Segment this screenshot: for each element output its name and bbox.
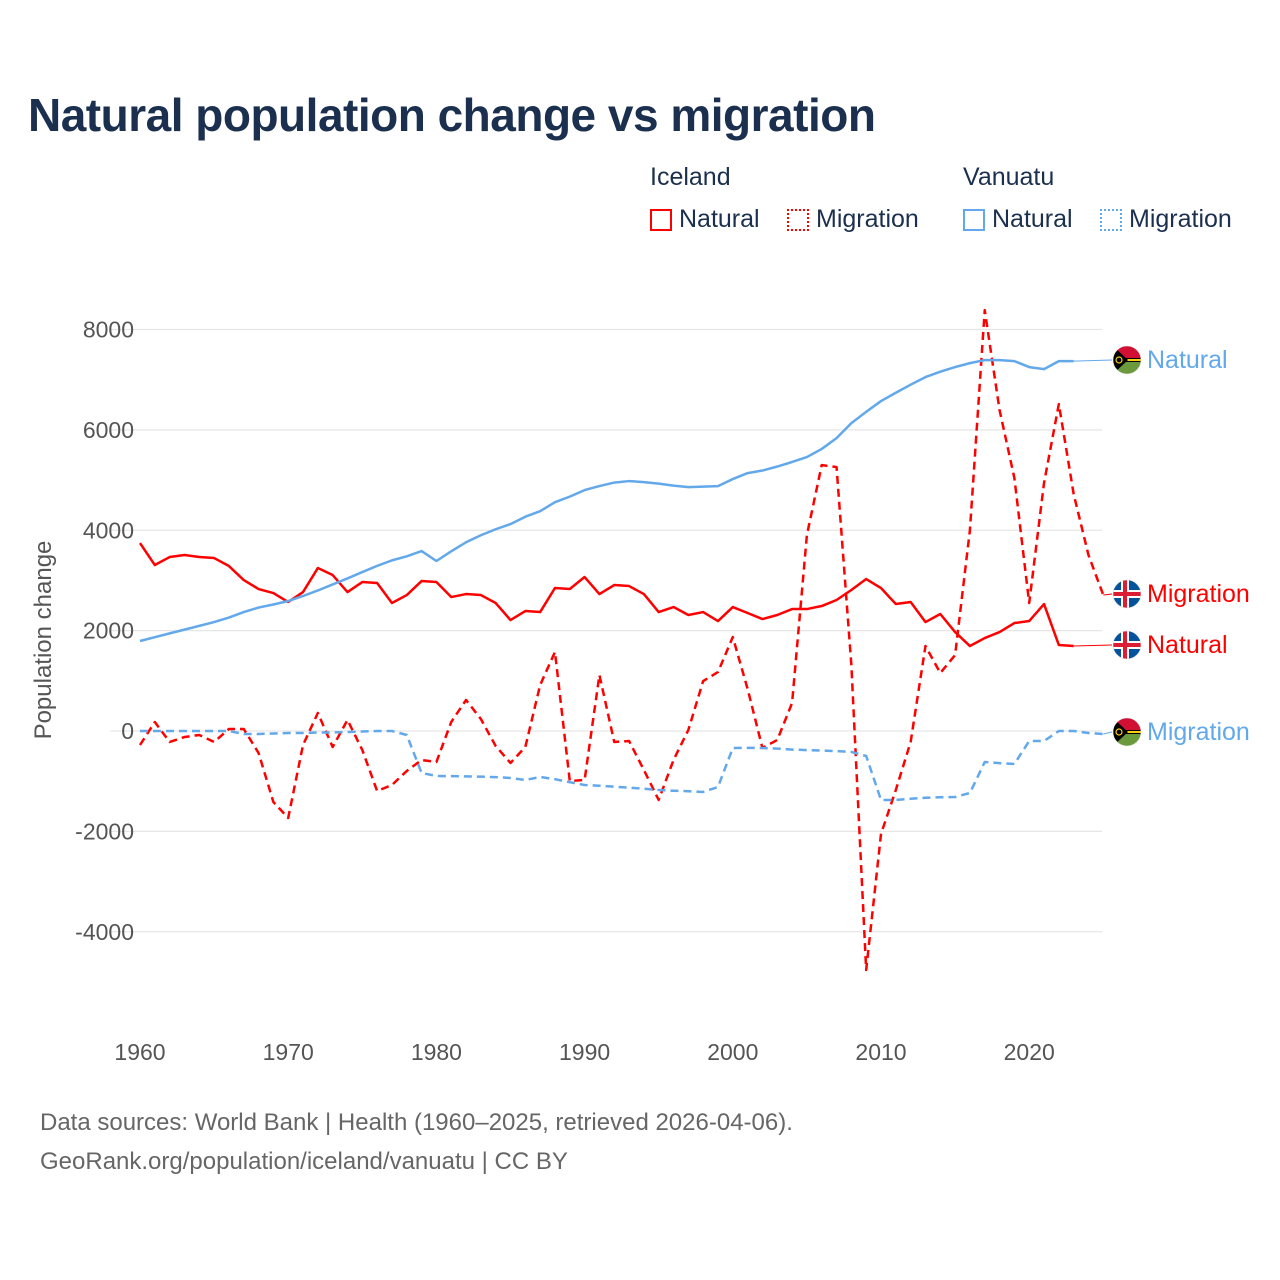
legend-label: Natural bbox=[679, 205, 760, 233]
end-connector bbox=[1103, 593, 1113, 596]
y-tick-label: 8000 bbox=[83, 317, 134, 343]
legend-group-iceland: Iceland bbox=[650, 163, 731, 191]
vanuatu-flag-icon bbox=[1112, 345, 1142, 375]
end-connector bbox=[1073, 644, 1113, 647]
vanuatu-flag-icon bbox=[1112, 717, 1142, 747]
end-connector bbox=[1103, 731, 1113, 735]
series-line-vanuatu-natural bbox=[139, 358, 1074, 643]
x-tick-label: 1980 bbox=[411, 1039, 462, 1065]
x-tick-label: 1960 bbox=[114, 1039, 165, 1065]
end-connector bbox=[1073, 359, 1113, 362]
flag-emblem bbox=[1115, 728, 1123, 736]
flag-outline bbox=[1112, 630, 1142, 660]
end-label: Natural bbox=[1147, 631, 1228, 659]
x-tick-label: 2010 bbox=[855, 1039, 906, 1065]
chart-title: Natural population change vs migration bbox=[28, 89, 876, 141]
legend-dotted-swatch-icon bbox=[787, 208, 809, 231]
y-tick-label: 2000 bbox=[83, 618, 134, 644]
flag-emblem bbox=[1115, 356, 1123, 364]
series-line-iceland-natural bbox=[138, 542, 1074, 648]
flag-cross bbox=[1123, 580, 1127, 608]
end-label: Migration bbox=[1147, 580, 1250, 608]
end-label: Migration bbox=[1147, 718, 1250, 746]
legend-label: Migration bbox=[816, 205, 919, 233]
y-tick-label: -2000 bbox=[75, 818, 134, 844]
series-line-vanuatu-migration bbox=[140, 729, 1104, 802]
iceland-flag-icon bbox=[1112, 579, 1142, 609]
y-tick-label: 6000 bbox=[83, 417, 134, 443]
footer-sources: Data sources: World Bank | Health (1960–… bbox=[40, 1109, 793, 1136]
legend-label: Natural bbox=[992, 205, 1073, 233]
x-tick-label: 1970 bbox=[263, 1039, 314, 1065]
legend-group-vanuatu: Vanuatu bbox=[963, 163, 1055, 191]
legend-label: Migration bbox=[1129, 205, 1232, 233]
legend-solid-swatch-icon bbox=[963, 208, 985, 231]
legend-solid-swatch-icon bbox=[650, 208, 672, 231]
y-tick-label: 0 bbox=[121, 718, 134, 744]
flag-body bbox=[1113, 718, 1141, 746]
legend-vanuatu-natural[interactable]: Natural bbox=[963, 205, 1073, 234]
y-tick-label: -4000 bbox=[75, 919, 134, 945]
flag-cross bbox=[1123, 631, 1127, 659]
x-tick-label: 2000 bbox=[707, 1039, 758, 1065]
x-tick-label: 1990 bbox=[559, 1039, 610, 1065]
legend-vanuatu-migration[interactable]: Migration bbox=[1100, 205, 1232, 234]
end-label: Natural bbox=[1147, 346, 1228, 374]
iceland-flag-icon bbox=[1112, 630, 1142, 660]
flag-body bbox=[1113, 346, 1141, 374]
flag-body bbox=[1113, 631, 1141, 659]
flag-triangle bbox=[1113, 346, 1128, 374]
flag-outline bbox=[1112, 345, 1142, 375]
series-line-iceland-migration bbox=[138, 308, 1105, 972]
legend-dotted-swatch-icon bbox=[1100, 208, 1122, 231]
x-tick-label: 2020 bbox=[1004, 1039, 1055, 1065]
y-axis-label: Population change bbox=[30, 541, 57, 740]
flag-triangle bbox=[1113, 718, 1128, 746]
legend-iceland-migration[interactable]: Migration bbox=[787, 205, 919, 234]
flag-body bbox=[1113, 580, 1141, 608]
flag-outline bbox=[1112, 579, 1142, 609]
footer-link[interactable]: GeoRank.org/population/iceland/vanuatu |… bbox=[40, 1148, 568, 1175]
flag-outline bbox=[1112, 717, 1142, 747]
y-tick-label: 4000 bbox=[83, 517, 134, 543]
legend-iceland-natural[interactable]: Natural bbox=[650, 205, 760, 234]
